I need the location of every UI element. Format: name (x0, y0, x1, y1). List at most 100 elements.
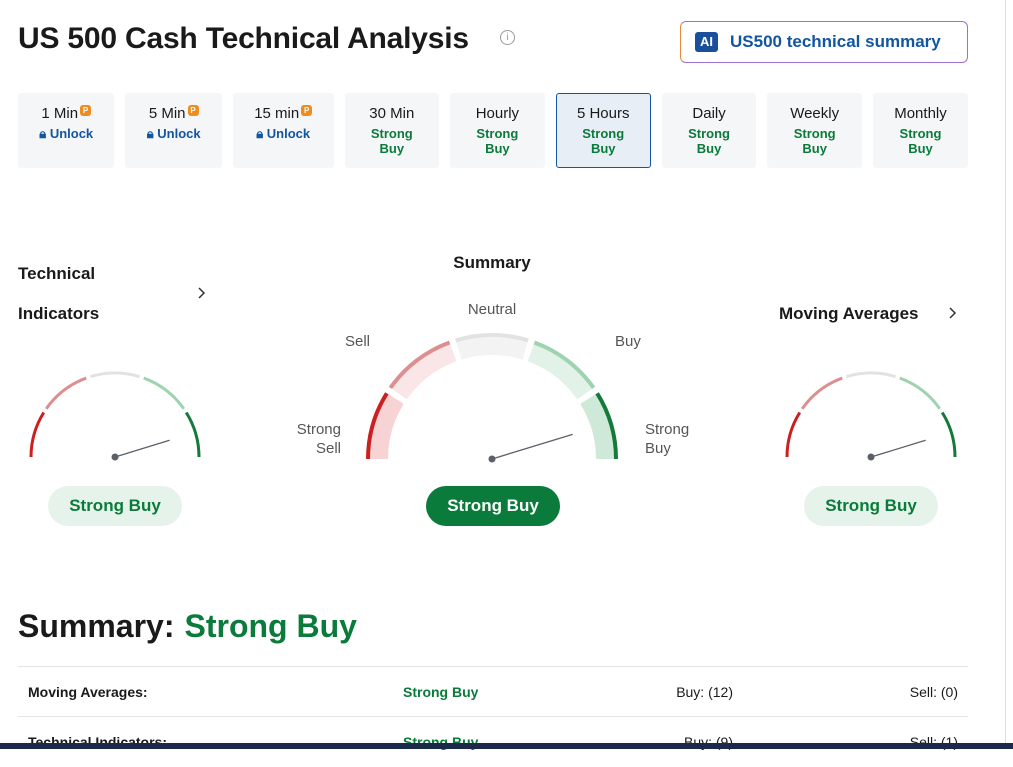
ai-button-label: US500 technical summary (730, 32, 941, 51)
timeframe-tab[interactable]: Daily Strong Buy (661, 93, 757, 168)
table-cell: Strong Buy (393, 716, 593, 767)
timeframe-label: 30 Min (346, 105, 439, 122)
summary-result: Strong Buy (426, 486, 560, 526)
timeframe-label: 1 Min P (19, 105, 113, 122)
timeframe-name: Weekly (790, 105, 840, 122)
gauge-band (455, 335, 529, 360)
gauge-label-line: Buy (645, 440, 671, 457)
gauge-segment (899, 376, 942, 410)
ma-result: Strong Buy (804, 486, 938, 526)
lock-icon: 🔒︎ (146, 126, 158, 141)
timeframe-name: 5 Hours (576, 105, 630, 122)
summary-label: Summary: (18, 608, 175, 644)
timeframe-status: Strong Buy (894, 126, 946, 156)
summary-table: Moving Averages: Strong Buy Buy: (12) Sell:… (18, 666, 968, 767)
timeframe-status: Strong Buy (366, 126, 418, 156)
gauge-label: Strong Sell (297, 421, 341, 457)
gauge-segment (90, 371, 140, 379)
summary-heading: Summary: Strong Buy (18, 608, 357, 645)
gauge-segment (29, 411, 46, 458)
table-cell: Technical Indicators: (18, 716, 393, 767)
gauge-band (527, 342, 594, 400)
timeframe-tabs: 1 Min P 🔒︎ Unlock 5 Min P 🔒︎ Unlock 15 min P 🔒︎ … (18, 93, 969, 168)
gauge-label-line: Strong (645, 421, 689, 438)
timeframe-label: 5 Hours (557, 105, 650, 122)
timeframe-name: Monthly (894, 105, 947, 122)
summary-gauge-title: Summary (453, 253, 531, 272)
timeframe-label: Daily (663, 105, 756, 122)
gauge-segment (800, 376, 843, 410)
needle-hub (111, 453, 119, 461)
gauge-segment (940, 411, 957, 458)
timeframe-label: Monthly (874, 105, 967, 122)
status-text: Strong Buy (582, 126, 625, 156)
gauge-segment (366, 392, 389, 460)
timeframe-name: 5 Min (148, 105, 186, 122)
timeframe-status: Strong Buy (789, 126, 841, 156)
status-text: Unlock (266, 126, 311, 141)
status-text: Unlock (49, 126, 94, 141)
gauge-band (368, 393, 404, 460)
timeframe-name: Hourly (475, 105, 520, 122)
timeframe-status: 🔒︎ Unlock (19, 126, 113, 141)
chevron (198, 287, 206, 299)
pro-icon: P (301, 105, 313, 116)
timeframe-tab[interactable]: Monthly Strong Buy (872, 93, 969, 168)
timeframe-label: 15 min P (234, 105, 333, 122)
table-cell: Sell: (1) (743, 716, 968, 767)
gauge-label-line: Sell (316, 440, 341, 457)
ti-title-line: Indicators (18, 304, 99, 323)
chevron (949, 307, 957, 319)
timeframe-tab[interactable]: 1 Min P 🔒︎ Unlock (18, 93, 115, 168)
gauge-band (580, 393, 616, 460)
status-text: Strong Buy (899, 126, 942, 156)
table-cell: Buy: (9) (593, 716, 743, 767)
timeframe-label: 5 Min P (126, 105, 220, 122)
timeframe-label: Hourly (451, 105, 544, 122)
pro-icon: P (187, 105, 199, 116)
timeframe-label: Weekly (768, 105, 861, 122)
gauge-needle (114, 439, 170, 458)
gauge-segment (595, 392, 618, 460)
gauge-segment (533, 340, 596, 390)
gauge-segment (184, 411, 201, 458)
timeframe-name: 1 Min (41, 105, 79, 122)
timeframe-tab[interactable]: Weekly Strong Buy (767, 93, 862, 168)
timeframe-tab[interactable]: Hourly Strong Buy (450, 93, 545, 168)
lock-icon: 🔒︎ (39, 126, 50, 141)
scroll-edge (1005, 0, 1006, 743)
table-cell: Moving Averages: (18, 666, 393, 717)
needle-hub (488, 455, 496, 463)
timeframe-tab[interactable]: 15 min P 🔒︎ Unlock (232, 93, 334, 168)
table-cell: Sell: (0) (743, 666, 968, 717)
table-row: Moving Averages: Strong Buy Buy: (12) Sell:… (18, 666, 968, 717)
page-title: US 500 Cash Technical Analysis (18, 22, 469, 55)
ai-badge: AI (695, 32, 718, 52)
gauge-segment (143, 376, 186, 410)
table-cell: Strong Buy (393, 666, 593, 717)
gauge-segment (785, 411, 802, 458)
table-cell: Buy: (12) (593, 666, 743, 717)
info-icon[interactable]: i (500, 30, 515, 45)
gauge-label: Buy (615, 333, 641, 350)
timeframe-status: 🔒︎ Unlock (234, 126, 333, 141)
ti-title-line: Technical (18, 264, 95, 283)
timeframe-tab[interactable]: 5 Hours Strong Buy (555, 93, 651, 168)
gauge-segment (846, 371, 896, 379)
timeframe-status: Strong Buy (577, 126, 629, 156)
ma-title: Moving Averages (779, 304, 919, 323)
summary-value: Strong Buy (184, 608, 357, 644)
timeframe-tab[interactable]: 5 Min P 🔒︎ Unlock (125, 93, 222, 168)
ai-summary-button[interactable]: AI US500 technical summary (680, 21, 968, 63)
needle-hub (867, 453, 875, 461)
status-text: Strong Buy (688, 126, 730, 156)
gauge-label: Strong Buy (645, 421, 689, 457)
status-text: Strong Buy (476, 126, 519, 156)
gauge-band (390, 342, 457, 400)
timeframe-tab[interactable]: 30 Min Strong Buy (344, 93, 440, 168)
gauge-label-line: Strong (297, 421, 341, 438)
gauge-label: Sell (345, 333, 370, 350)
timeframe-status: Strong Buy (683, 126, 735, 156)
